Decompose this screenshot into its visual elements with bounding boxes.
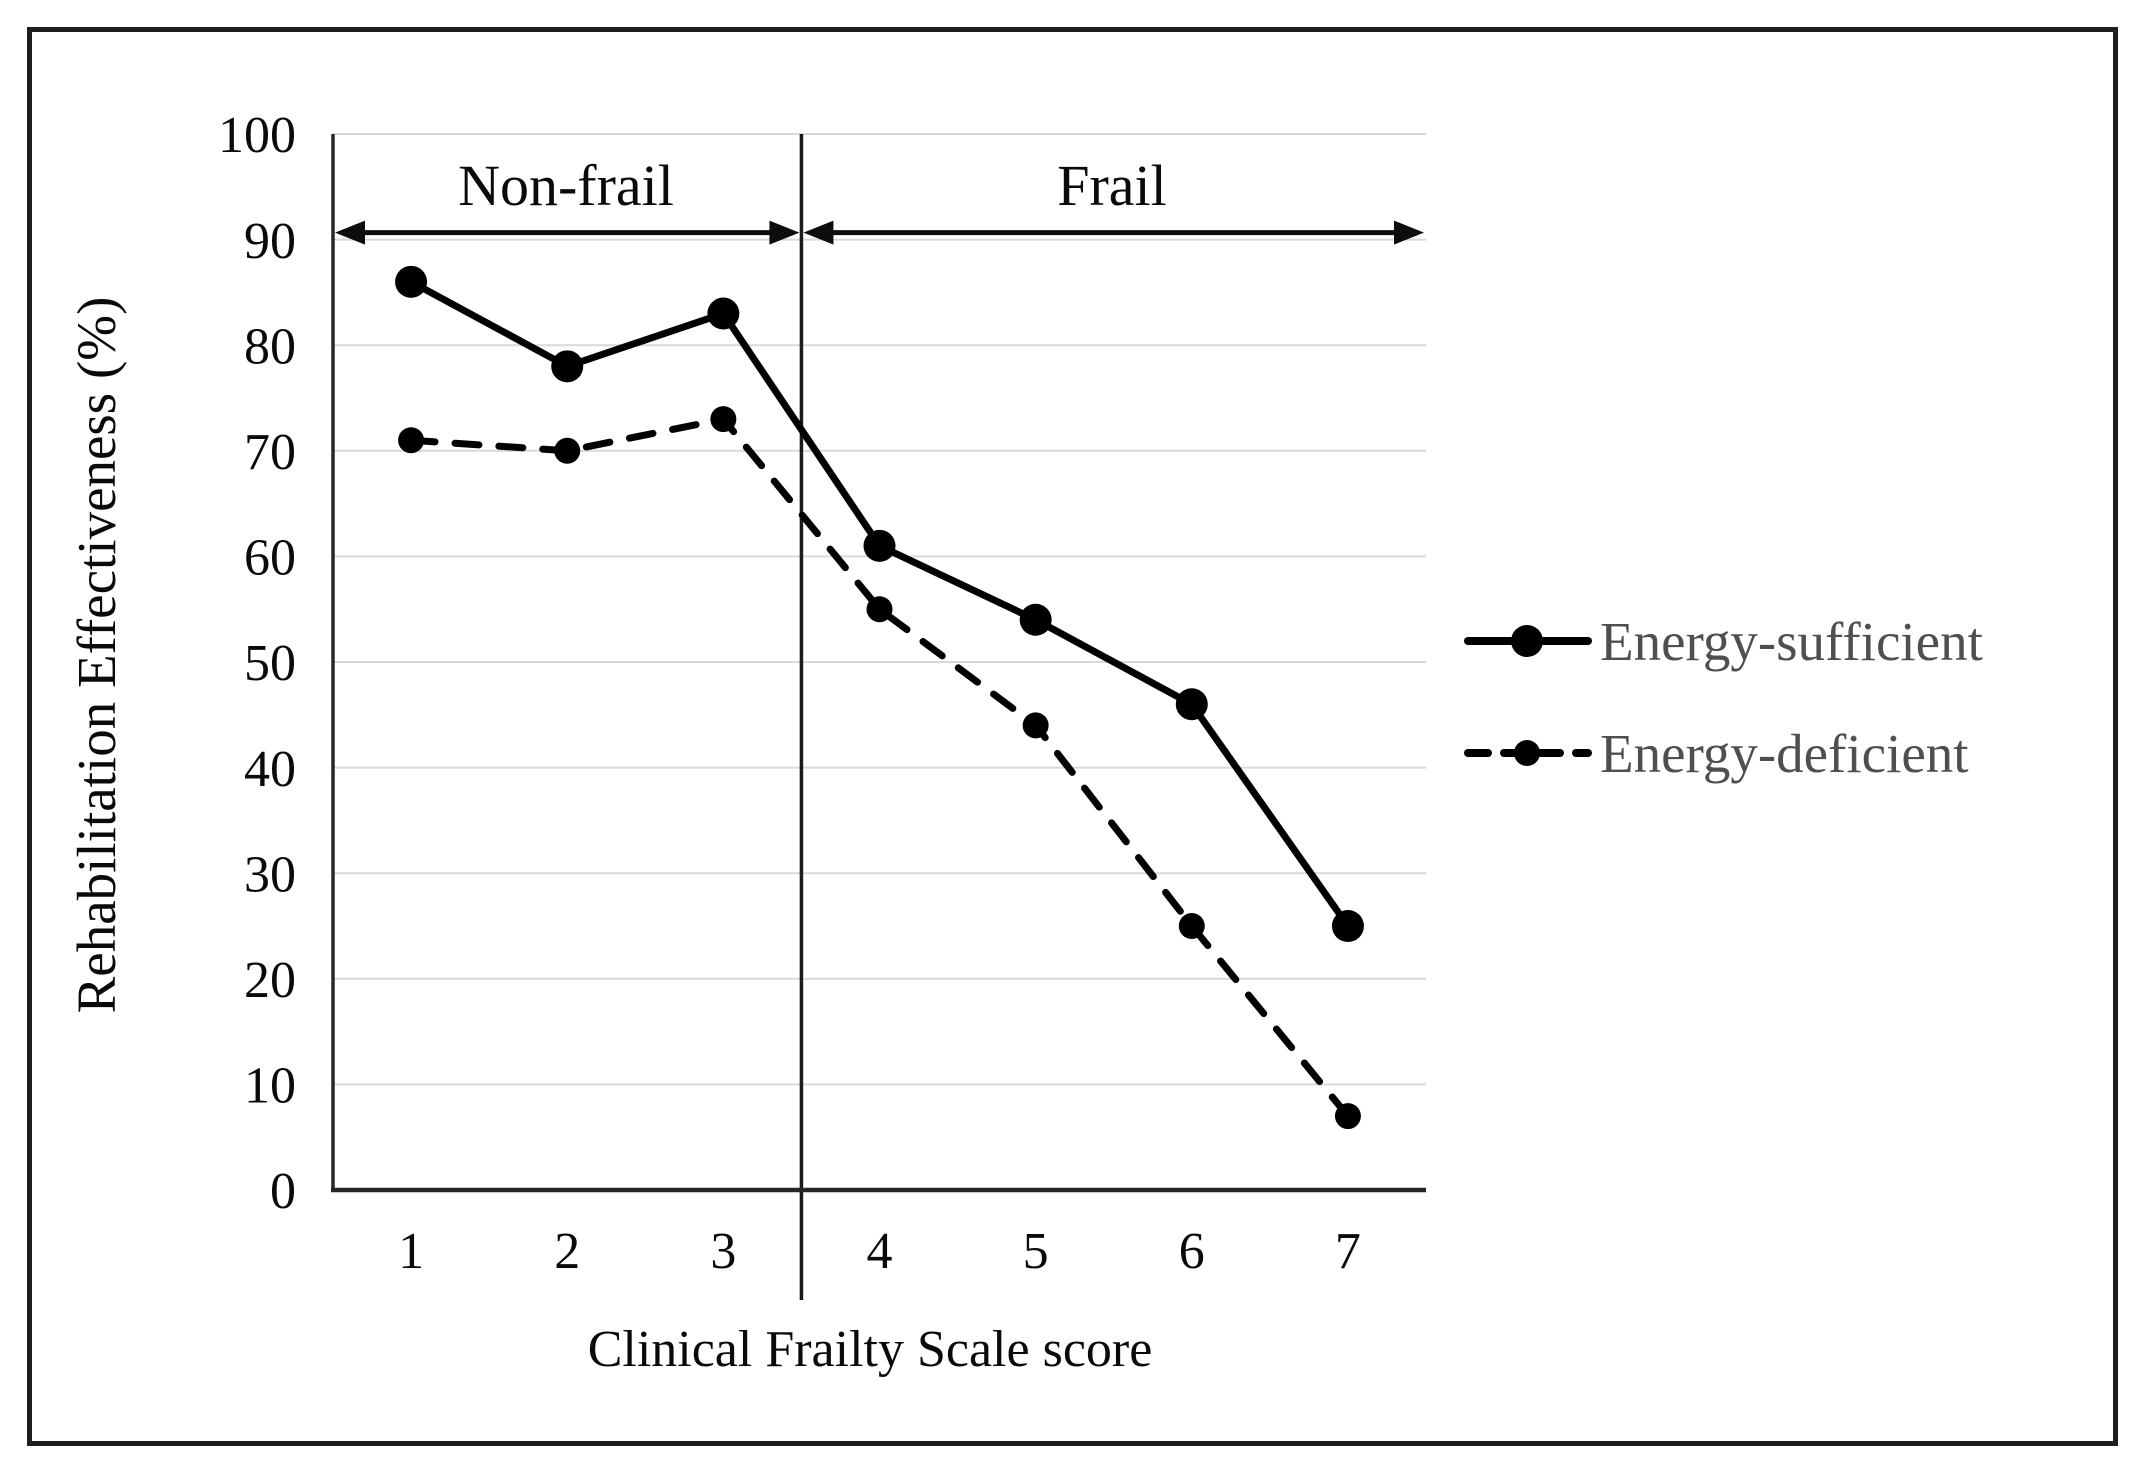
- legend-marker-dashed-line: [1464, 740, 1592, 766]
- y-tick-label-10: 10: [244, 1058, 296, 1115]
- figure-frame-border: [27, 27, 2118, 1446]
- data-point-marker: [707, 297, 740, 330]
- data-point-marker: [395, 265, 428, 298]
- axes-group: [331, 134, 1426, 1193]
- data-point-marker: [1334, 1103, 1361, 1130]
- data-point-marker: [1022, 712, 1049, 739]
- region-arrows-group: [335, 220, 1424, 245]
- region-arrow-frail: [803, 220, 1424, 245]
- x-tick-label-2: 2: [554, 1223, 580, 1280]
- chart-legend: Energy-sufficient Energy-deficient: [1464, 585, 1983, 809]
- region-label-non-frail: Non-frail: [458, 153, 674, 218]
- legend-marker-solid-line: [1464, 625, 1592, 657]
- gridlines-group: [333, 133, 1426, 1191]
- legend-label: Energy-sufficient: [1600, 610, 1983, 672]
- legend-label: Energy-deficient: [1600, 722, 1969, 784]
- data-point-marker: [1331, 910, 1364, 942]
- y-tick-label-50: 50: [244, 635, 296, 692]
- data-point-marker: [1175, 688, 1208, 721]
- x-tick-label-1: 1: [398, 1223, 424, 1280]
- y-axis-title: Rehabilitation Effectiveness (%): [66, 296, 127, 1014]
- data-point-marker: [398, 427, 425, 454]
- data-point-marker: [1019, 603, 1052, 636]
- x-tick-label-4: 4: [867, 1223, 893, 1280]
- data-point-marker: [866, 596, 893, 623]
- y-tick-label-70: 70: [244, 424, 296, 481]
- y-tick-label-20: 20: [244, 952, 296, 1009]
- series-energy-sufficient: [395, 265, 1364, 942]
- legend-entry-energy-deficient: Energy-deficient: [1464, 697, 1983, 809]
- region-label-frail: Frail: [1057, 153, 1167, 218]
- x-tick-label-6: 6: [1179, 1223, 1205, 1280]
- x-tick-label-3: 3: [710, 1223, 736, 1280]
- y-tick-label-80: 80: [244, 318, 296, 375]
- y-tick-label-30: 30: [244, 846, 296, 903]
- x-axis-title: Clinical Frailty Scale score: [587, 1321, 1153, 1378]
- series-group: [395, 265, 1364, 1130]
- y-tick-label-40: 40: [244, 741, 296, 798]
- y-tick-label-90: 90: [244, 213, 296, 270]
- data-point-marker: [1178, 913, 1205, 939]
- y-tick-label-60: 60: [244, 530, 296, 587]
- region-arrow-non-frail: [335, 220, 800, 245]
- legend-entry-energy-sufficient: Energy-sufficient: [1464, 585, 1983, 697]
- data-point-marker: [551, 350, 584, 383]
- series-energy-deficient: [398, 406, 1361, 1130]
- tick-labels-group: 0 10 20 30 40 50 60 70 80 90 100 1 2 3 4 5 6 7: [218, 107, 1361, 1280]
- data-point-marker: [554, 437, 581, 464]
- data-point-marker: [710, 406, 737, 433]
- y-tick-label-0: 0: [270, 1163, 296, 1220]
- x-tick-label-7: 7: [1335, 1223, 1361, 1280]
- y-tick-label-100: 100: [218, 107, 296, 164]
- x-tick-label-5: 5: [1023, 1223, 1049, 1280]
- data-point-marker: [863, 529, 896, 562]
